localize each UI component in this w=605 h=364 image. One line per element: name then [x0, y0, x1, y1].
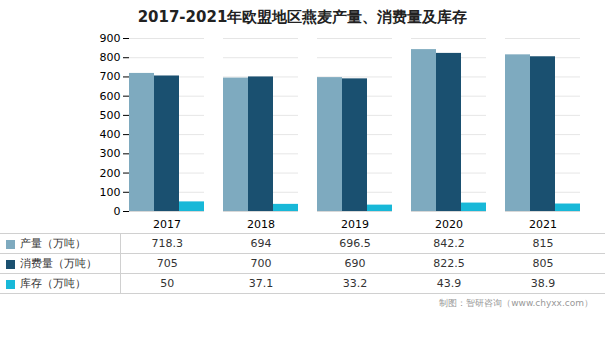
svg-text:2019: 2019: [341, 218, 369, 231]
html-text:消费量（万吨）: 消费量（万吨）: [20, 257, 97, 270]
svg-text:100: 100: [100, 186, 121, 199]
html-text:694: 694: [250, 237, 272, 250]
svg-text:2017: 2017: [153, 218, 181, 231]
svg-text:900: 900: [100, 32, 121, 45]
svg-text:300: 300: [100, 147, 121, 160]
svg-text:2020: 2020: [435, 218, 463, 231]
html-text:37.1: 37.1: [248, 277, 274, 290]
svg-text:700: 700: [100, 70, 121, 83]
html-text:718.3: 718.3: [151, 237, 183, 250]
html-text:50: 50: [160, 277, 175, 290]
html-text:库存（万吨）: 库存（万吨）: [20, 277, 86, 290]
html-text:842.2: 842.2: [433, 237, 465, 250]
html-text:690: 690: [344, 257, 366, 270]
svg-text:2018: 2018: [247, 218, 275, 231]
svg-text:200: 200: [100, 167, 121, 180]
html-text:805: 805: [532, 257, 554, 270]
svg-text:600: 600: [100, 90, 121, 103]
html-text:705: 705: [156, 257, 178, 270]
html-text:产量（万吨）: 产量（万吨）: [20, 237, 86, 250]
svg-text:500: 500: [100, 109, 121, 122]
html-text:33.2: 33.2: [342, 277, 368, 290]
html-text:38.9: 38.9: [530, 277, 556, 290]
html-text:2017-2021年欧盟地区燕麦产量、消费量及库存: 2017-2021年欧盟地区燕麦产量、消费量及库存: [137, 8, 468, 26]
svg-text:800: 800: [100, 51, 121, 64]
html-text:43.9: 43.9: [436, 277, 462, 290]
svg-text:400: 400: [100, 128, 121, 141]
html-text:696.5: 696.5: [339, 237, 371, 250]
svg-text:2021: 2021: [529, 218, 557, 231]
html-text:制图：智研咨询（www.chyxx.com）: 制图：智研咨询（www.chyxx.com）: [439, 298, 593, 308]
svg-text:0: 0: [114, 205, 121, 218]
html-text:815: 815: [532, 237, 554, 250]
html-text:700: 700: [250, 257, 272, 270]
html-text:822.5: 822.5: [433, 257, 465, 270]
